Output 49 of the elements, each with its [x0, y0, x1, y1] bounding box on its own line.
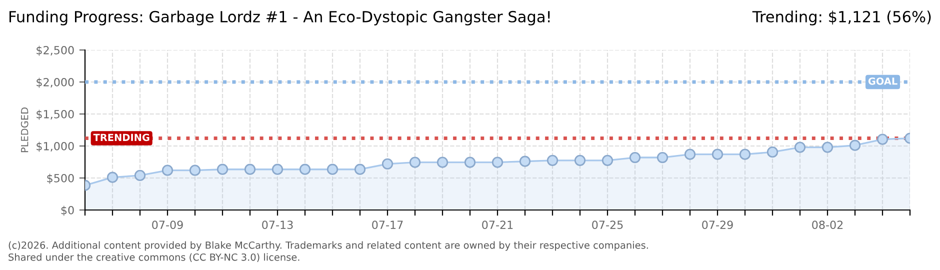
- point: [492, 156, 504, 168]
- ref-line-label: TRENDING: [93, 134, 150, 142]
- x-tick-label: 07-29: [702, 220, 733, 230]
- point: [162, 164, 174, 176]
- point: [629, 152, 641, 164]
- chart-title: Funding Progress: Garbage Lordz #1 - An Eco-Dystopic Gangster Saga!: [10, 10, 550, 26]
- point: [656, 152, 668, 164]
- x-tick-label: 07-13: [262, 220, 293, 230]
- point: [354, 164, 366, 175]
- point: [712, 148, 724, 160]
- y-tick-label: $1,000: [36, 142, 74, 152]
- point: [272, 164, 284, 175]
- point: [189, 164, 201, 176]
- point: [326, 164, 338, 175]
- point: [436, 156, 448, 168]
- x-tick-label: 07-09: [152, 220, 183, 230]
- point: [822, 142, 834, 153]
- chart-subtitle: Trending: $1,121 (56%): [752, 10, 931, 26]
- x-tick-label: 08-02: [812, 220, 843, 230]
- x-tick-label: 07-21: [482, 220, 513, 230]
- point: [849, 140, 861, 151]
- y-tick-label: $0: [61, 206, 74, 216]
- point: [876, 134, 888, 145]
- point: [464, 156, 476, 168]
- point: [574, 154, 586, 166]
- y-axis-title: PLEDGED: [20, 108, 28, 152]
- point: [766, 146, 778, 158]
- y-tick-label: $500: [47, 174, 74, 184]
- text: Shared under the creative commons (CC BY-NC 3.0) license.: [8, 253, 300, 262]
- ref-line-label: GOAL: [868, 77, 898, 85]
- point: [684, 148, 696, 160]
- point: [546, 154, 558, 166]
- point: [794, 142, 806, 153]
- point: [106, 172, 118, 183]
- text: (c)2026. Additional content provided by Blake McCarthy. Trademarks and related content are owned by their respective companies.: [8, 241, 648, 251]
- point: [134, 170, 146, 181]
- point: [602, 154, 614, 166]
- point: [299, 164, 311, 175]
- y-tick-label: $1,500: [36, 110, 74, 120]
- y-tick-label: $2,500: [36, 46, 74, 56]
- point: [216, 164, 228, 175]
- point: [519, 156, 531, 167]
- point: [409, 156, 421, 168]
- x-tick-label: 07-17: [372, 220, 403, 230]
- x-tick-label: 07-25: [592, 220, 623, 230]
- point: [382, 158, 394, 170]
- point: [244, 164, 256, 175]
- y-tick-label: $2,000: [36, 78, 74, 88]
- point: [739, 148, 751, 160]
